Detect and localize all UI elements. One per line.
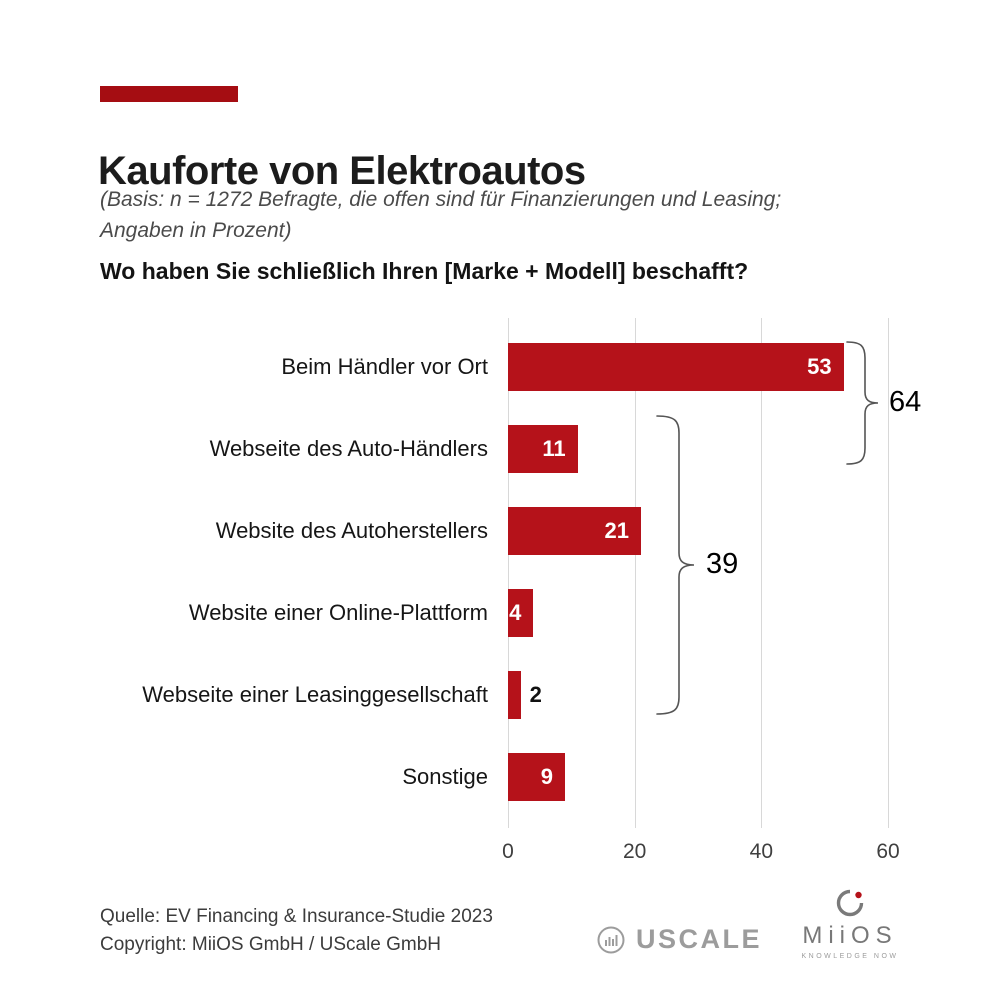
copyright-text: Copyright: MiiOS GmbH / UScale GmbH <box>100 934 442 955</box>
value-label: 11 <box>542 436 566 461</box>
gridline <box>508 318 509 828</box>
x-tick-label: 20 <box>622 840 647 863</box>
bar <box>508 425 578 473</box>
bar <box>508 507 641 555</box>
category-label: Website des Autoherstellers <box>215 518 488 543</box>
page-title: Kauforte von Elektroautos <box>98 148 586 193</box>
uscale-wordmark: USCALE <box>636 924 763 954</box>
gridline <box>634 318 636 828</box>
gridline <box>888 318 889 828</box>
value-label: 4 <box>509 600 522 625</box>
miios-logo-icon <box>836 889 864 917</box>
source-text: Quelle: EV Financing & Insurance-Studie … <box>100 906 493 927</box>
bar <box>508 753 565 801</box>
subtitle-line-1: (Basis: n = 1272 Befragte, die offen sin… <box>100 188 782 211</box>
value-label: 9 <box>540 764 553 789</box>
bar <box>508 589 534 637</box>
annotation-64: 64 <box>889 386 922 418</box>
x-tick-label: 40 <box>749 840 773 863</box>
gridline <box>761 318 763 828</box>
category-label: Website einer Online-Plattform <box>188 600 488 625</box>
x-tick-label: 0 <box>502 840 514 863</box>
annotation-39: 39 <box>706 548 739 580</box>
bar <box>508 343 844 391</box>
miios-logo: MiiOS KNOWLEDGE NOW <box>796 888 904 960</box>
value-label: 53 <box>807 354 832 379</box>
miios-tagline: KNOWLEDGE NOW <box>801 953 899 960</box>
survey-question: Wo haben Sie schließlich Ihren [Marke + … <box>100 258 749 284</box>
category-label: Webseite des Auto-Händlers <box>209 436 488 461</box>
value-label: 21 <box>604 518 629 543</box>
category-label: Beim Händler vor Ort <box>281 354 488 379</box>
uscale-logo: USCALE <box>596 924 762 955</box>
category-label: Sonstige <box>402 764 488 789</box>
uscale-logo-icon <box>597 926 625 953</box>
subtitle: (Basis: n = 1272 Befragte, die offen sin… <box>100 184 781 246</box>
subtitle-line-2: Angaben in Prozent) <box>100 219 292 242</box>
bar <box>508 671 521 719</box>
bracket-64 <box>846 341 879 465</box>
value-label: 2 <box>529 682 542 707</box>
accent-bar <box>100 86 238 102</box>
bar-chart: 64 39 0 20 40 60 Beim Händler vor Ort 53 Webse… <box>0 318 1000 878</box>
x-tick-label: 60 <box>876 840 900 863</box>
bracket-39 <box>656 415 695 715</box>
miios-wordmark: MiiOS <box>802 922 898 949</box>
category-label: Webseite einer Leasinggesellschaft <box>142 682 488 707</box>
